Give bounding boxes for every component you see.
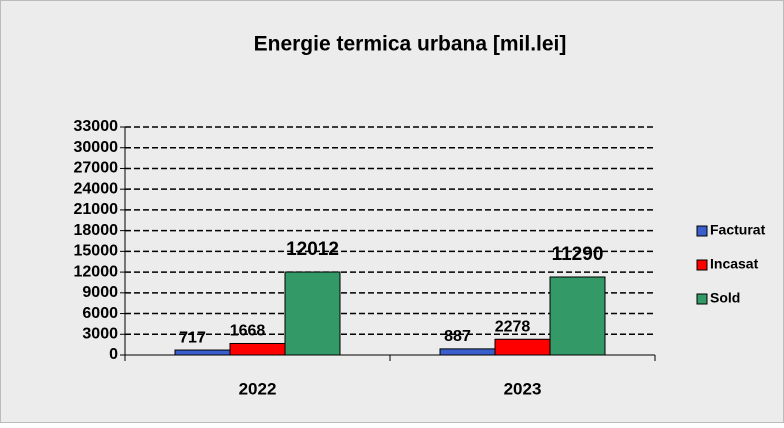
data-label: 717 (179, 329, 206, 346)
data-label: 2278 (495, 318, 531, 335)
y-tick-label: 12000 (74, 263, 119, 280)
data-label: 887 (444, 328, 471, 345)
legend-label: Facturat (710, 222, 766, 238)
y-tick-label: 24000 (74, 180, 119, 197)
y-tick-label: 30000 (74, 139, 119, 156)
data-label: 12012 (286, 239, 339, 260)
y-tick-label: 27000 (74, 160, 119, 177)
legend-swatch (696, 293, 708, 305)
legend-label: Incasat (710, 256, 759, 272)
y-tick-label: 18000 (74, 222, 119, 239)
legend-label: Sold (710, 290, 740, 306)
bar (284, 271, 341, 356)
bar (229, 342, 286, 356)
y-tick-label: 3000 (82, 325, 118, 342)
y-tick-label: 21000 (74, 201, 119, 218)
y-tick-label: 0 (109, 346, 118, 363)
y-tick-label: 9000 (82, 284, 118, 301)
y-tick-label: 15000 (74, 243, 119, 260)
y-tick-label: 6000 (82, 305, 118, 322)
x-tick-label: 2023 (504, 379, 542, 398)
legend-swatch (696, 225, 708, 237)
data-label: 11290 (552, 244, 604, 265)
bar (549, 276, 606, 356)
legend-swatch (696, 259, 708, 271)
chart-title: Energie termica urbana [mil.lei] (254, 33, 567, 56)
data-label: 1668 (230, 323, 266, 340)
bar (494, 338, 551, 356)
y-tick-label: 33000 (74, 118, 119, 135)
x-tick-label: 2022 (239, 379, 277, 398)
bar (439, 348, 496, 356)
bar (174, 349, 231, 356)
